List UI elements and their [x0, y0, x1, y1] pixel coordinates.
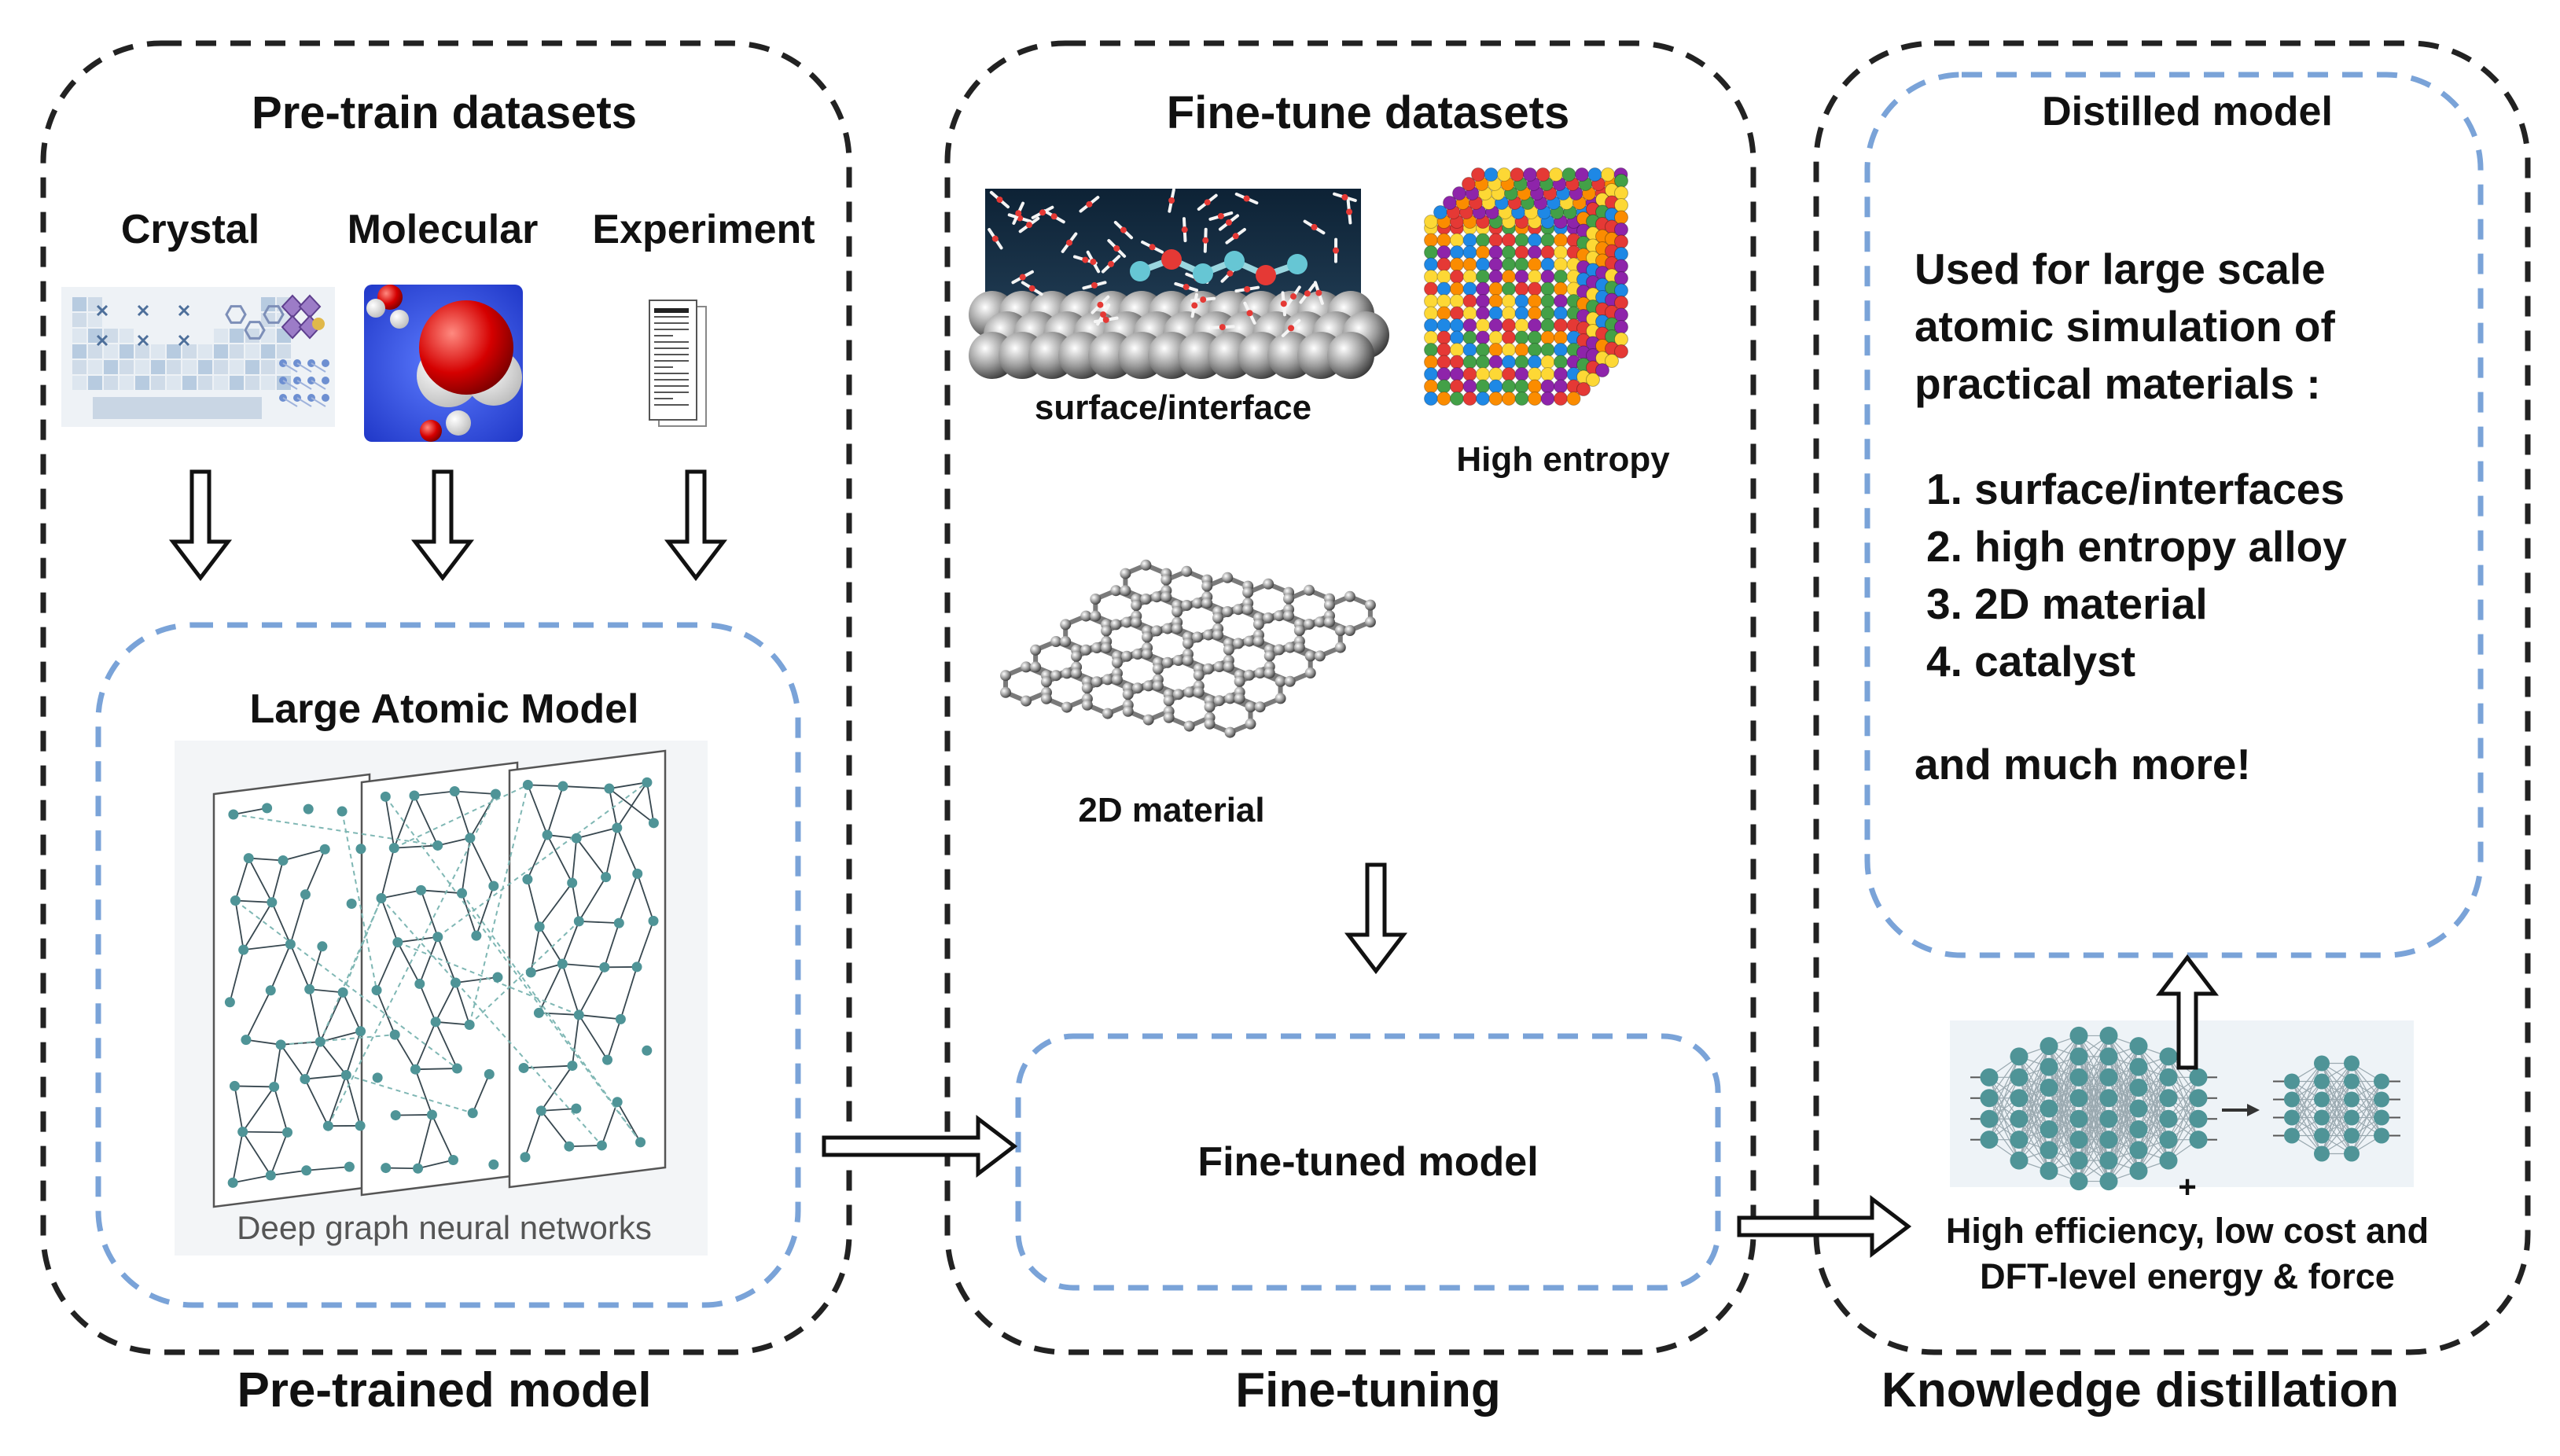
distill-intro-line-1: Used for large scale [1914, 245, 2326, 293]
deep-graph-network-image [175, 741, 708, 1256]
distill-item-4: 4. catalyst [1926, 637, 2136, 686]
2d-material-image [1000, 559, 1376, 738]
molecular-image [364, 285, 523, 442]
network-caption: Deep graph neural networks [237, 1209, 652, 1246]
benefit-line-1: High efficiency, low cost and [1945, 1211, 2429, 1251]
pretrain-datasets-title: Pre-train datasets [252, 87, 637, 138]
crystal-image [61, 287, 335, 427]
surface-interface-image [969, 188, 1389, 379]
distill-intro-line-3: practical materials : [1914, 359, 2321, 408]
arrow-to-distilled-model [2155, 954, 2220, 1070]
distilled-model-box [1864, 72, 2484, 958]
finetune-panel [944, 40, 1756, 1355]
dataset-high-entropy-label: High entropy [1456, 440, 1670, 479]
large-atomic-model-title: Large Atomic Model [249, 686, 639, 732]
dataset-surface-label: surface/interface [1034, 388, 1312, 427]
distilled-model-title: Distilled model [2042, 89, 2333, 134]
finetune-datasets-title: Fine-tune datasets [1166, 87, 1570, 138]
source-crystal-label: Crystal [120, 207, 260, 252]
plus-sign: + [2178, 1170, 2197, 1204]
pretrain-panel [40, 40, 852, 1355]
arrow-experiment-down [664, 469, 728, 582]
distill-item-1: 1. surface/interfaces [1926, 465, 2345, 513]
distill-item-3: 3. 2D material [1926, 579, 2208, 628]
distill-panel [1813, 40, 2531, 1355]
arrow-finetune-to-distill [1737, 1194, 1912, 1259]
pretrained-model-stage-label: Pre-trained model [237, 1363, 652, 1417]
arrow-molecular-down [410, 469, 475, 582]
experiment-paper-image [649, 300, 707, 427]
distill-intro-line-2: atomic simulation of [1914, 302, 2335, 351]
arrow-crystal-down [168, 469, 233, 582]
distill-more: and much more! [1914, 740, 2251, 789]
large-atomic-model-box [95, 622, 801, 1308]
high-entropy-cube-image [1424, 167, 1628, 406]
source-experiment-label: Experiment [592, 207, 815, 252]
finetuning-stage-label: Fine-tuning [1235, 1363, 1501, 1417]
distill-item-2: 2. high entropy alloy [1926, 522, 2347, 571]
fine-tuned-model-title: Fine-tuned model [1197, 1139, 1539, 1185]
arrow-finetune-down [1344, 862, 1408, 975]
arrow-pretrained-to-finetune [822, 1114, 1018, 1178]
source-molecular-label: Molecular [347, 207, 539, 252]
knowledge-distillation-stage-label: Knowledge distillation [1881, 1363, 2399, 1417]
fine-tuned-model-box [1015, 1033, 1721, 1291]
benefit-line-2: DFT-level energy & force [1980, 1256, 2395, 1296]
dataset-2d-material-label: 2D material [1078, 791, 1265, 829]
